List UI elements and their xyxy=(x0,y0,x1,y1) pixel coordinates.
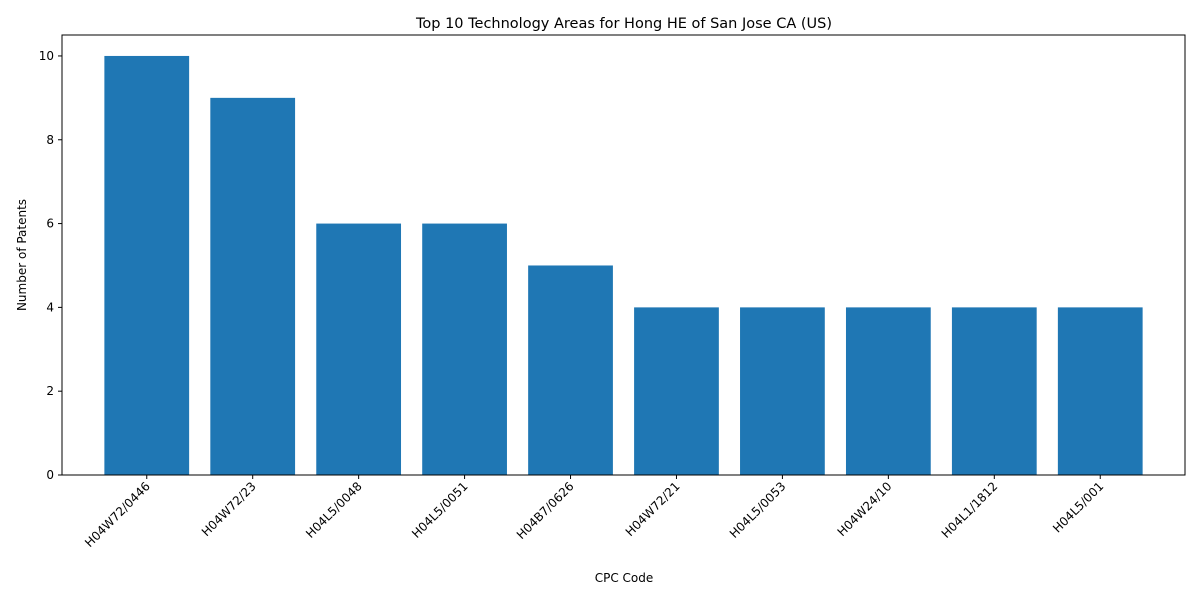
x-tick-label: H04L5/0051 xyxy=(409,479,471,541)
x-tick-label: H04L5/001 xyxy=(1050,479,1106,535)
bar-H04W24/10 xyxy=(846,307,931,475)
y-tick-label: 2 xyxy=(46,384,54,398)
bar-H04W72/23 xyxy=(210,98,295,475)
y-axis: 0 2 4 6 8 10 xyxy=(39,49,62,482)
x-axis: H04W72/0446 H04W72/23 H04L5/0048 H04L5/0051… xyxy=(82,475,1106,550)
x-tick-label: H04L5/0048 xyxy=(303,479,365,541)
x-tick-label: H04W72/0446 xyxy=(82,479,153,550)
x-tick-label: H04W72/23 xyxy=(199,479,259,539)
x-tick-label: H04L1/1812 xyxy=(939,479,1001,541)
y-tick-label: 0 xyxy=(46,468,54,482)
y-tick-label: 8 xyxy=(46,133,54,147)
bar-H04W72/21 xyxy=(634,307,719,475)
y-tick-label: 6 xyxy=(46,217,54,231)
bar-H04W72/0446 xyxy=(104,56,189,475)
bar-H04L5/001 xyxy=(1058,307,1143,475)
bar-H04L1/1812 xyxy=(952,307,1037,475)
bar-H04L5/0051 xyxy=(422,224,507,475)
chart-title: Top 10 Technology Areas for Hong HE of S… xyxy=(415,16,832,32)
bar-H04L5/0048 xyxy=(316,224,401,475)
y-tick-label: 10 xyxy=(39,49,54,63)
bars-group xyxy=(104,56,1142,475)
y-tick-label: 4 xyxy=(46,300,54,314)
x-tick-label: H04W24/10 xyxy=(835,479,895,539)
y-axis-title: Number of Patents xyxy=(15,199,29,311)
x-tick-label: H04W72/21 xyxy=(623,479,683,539)
bar-H04B7/0626 xyxy=(528,265,613,475)
bar-H04L5/0053 xyxy=(740,307,825,475)
x-axis-title: CPC Code xyxy=(595,571,654,585)
x-tick-label: H04B7/0626 xyxy=(514,479,577,542)
x-tick-label: H04L5/0053 xyxy=(727,479,789,541)
